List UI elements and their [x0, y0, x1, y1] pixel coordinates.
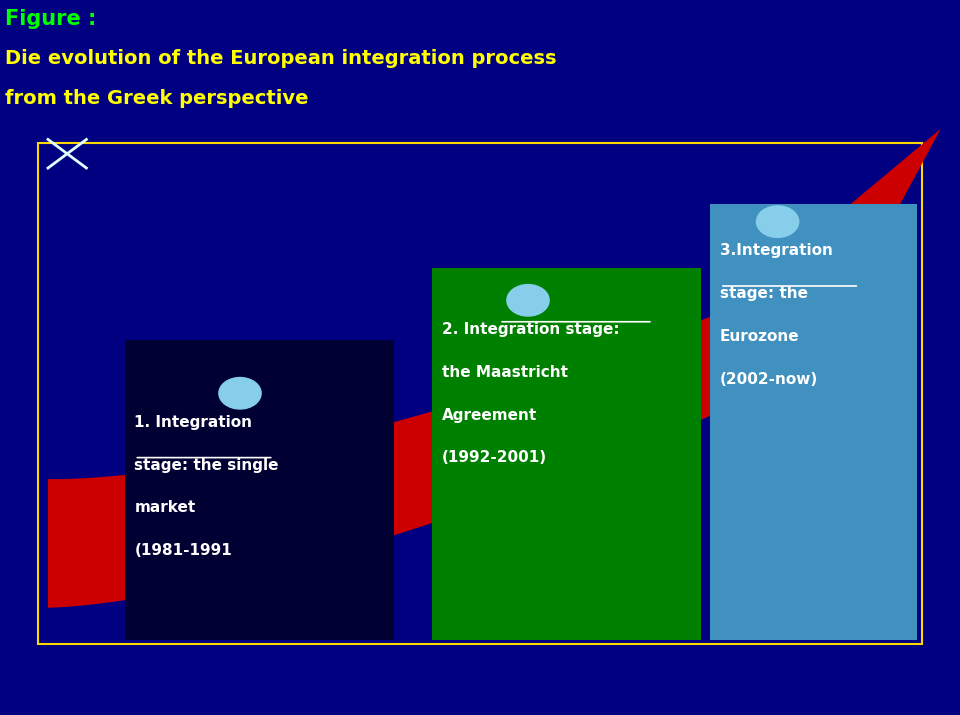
Polygon shape	[780, 129, 941, 425]
Polygon shape	[48, 280, 800, 608]
Text: from the Greek perspective: from the Greek perspective	[5, 89, 308, 108]
Text: stage: the: stage: the	[720, 286, 808, 301]
Text: the Maastricht: the Maastricht	[442, 365, 567, 380]
FancyBboxPatch shape	[125, 340, 394, 640]
Text: Die evolution of the European integration process: Die evolution of the European integratio…	[5, 49, 556, 69]
Text: (1981-1991: (1981-1991	[134, 543, 232, 558]
Text: 3.Integration: 3.Integration	[720, 243, 833, 258]
FancyBboxPatch shape	[710, 204, 917, 640]
Text: Figure :: Figure :	[5, 9, 96, 29]
FancyBboxPatch shape	[432, 268, 701, 640]
Text: market: market	[134, 500, 196, 516]
Circle shape	[756, 206, 799, 237]
Text: Agreement: Agreement	[442, 408, 537, 423]
Text: 1. Integration: 1. Integration	[134, 415, 252, 430]
Text: (1992-2001): (1992-2001)	[442, 450, 547, 465]
Circle shape	[219, 378, 261, 409]
Text: stage: the single: stage: the single	[134, 458, 279, 473]
Circle shape	[507, 285, 549, 316]
FancyBboxPatch shape	[38, 143, 922, 644]
Text: (2002-now): (2002-now)	[720, 372, 818, 387]
Text: 2. Integration stage:: 2. Integration stage:	[442, 322, 619, 337]
Text: Eurozone: Eurozone	[720, 329, 800, 344]
